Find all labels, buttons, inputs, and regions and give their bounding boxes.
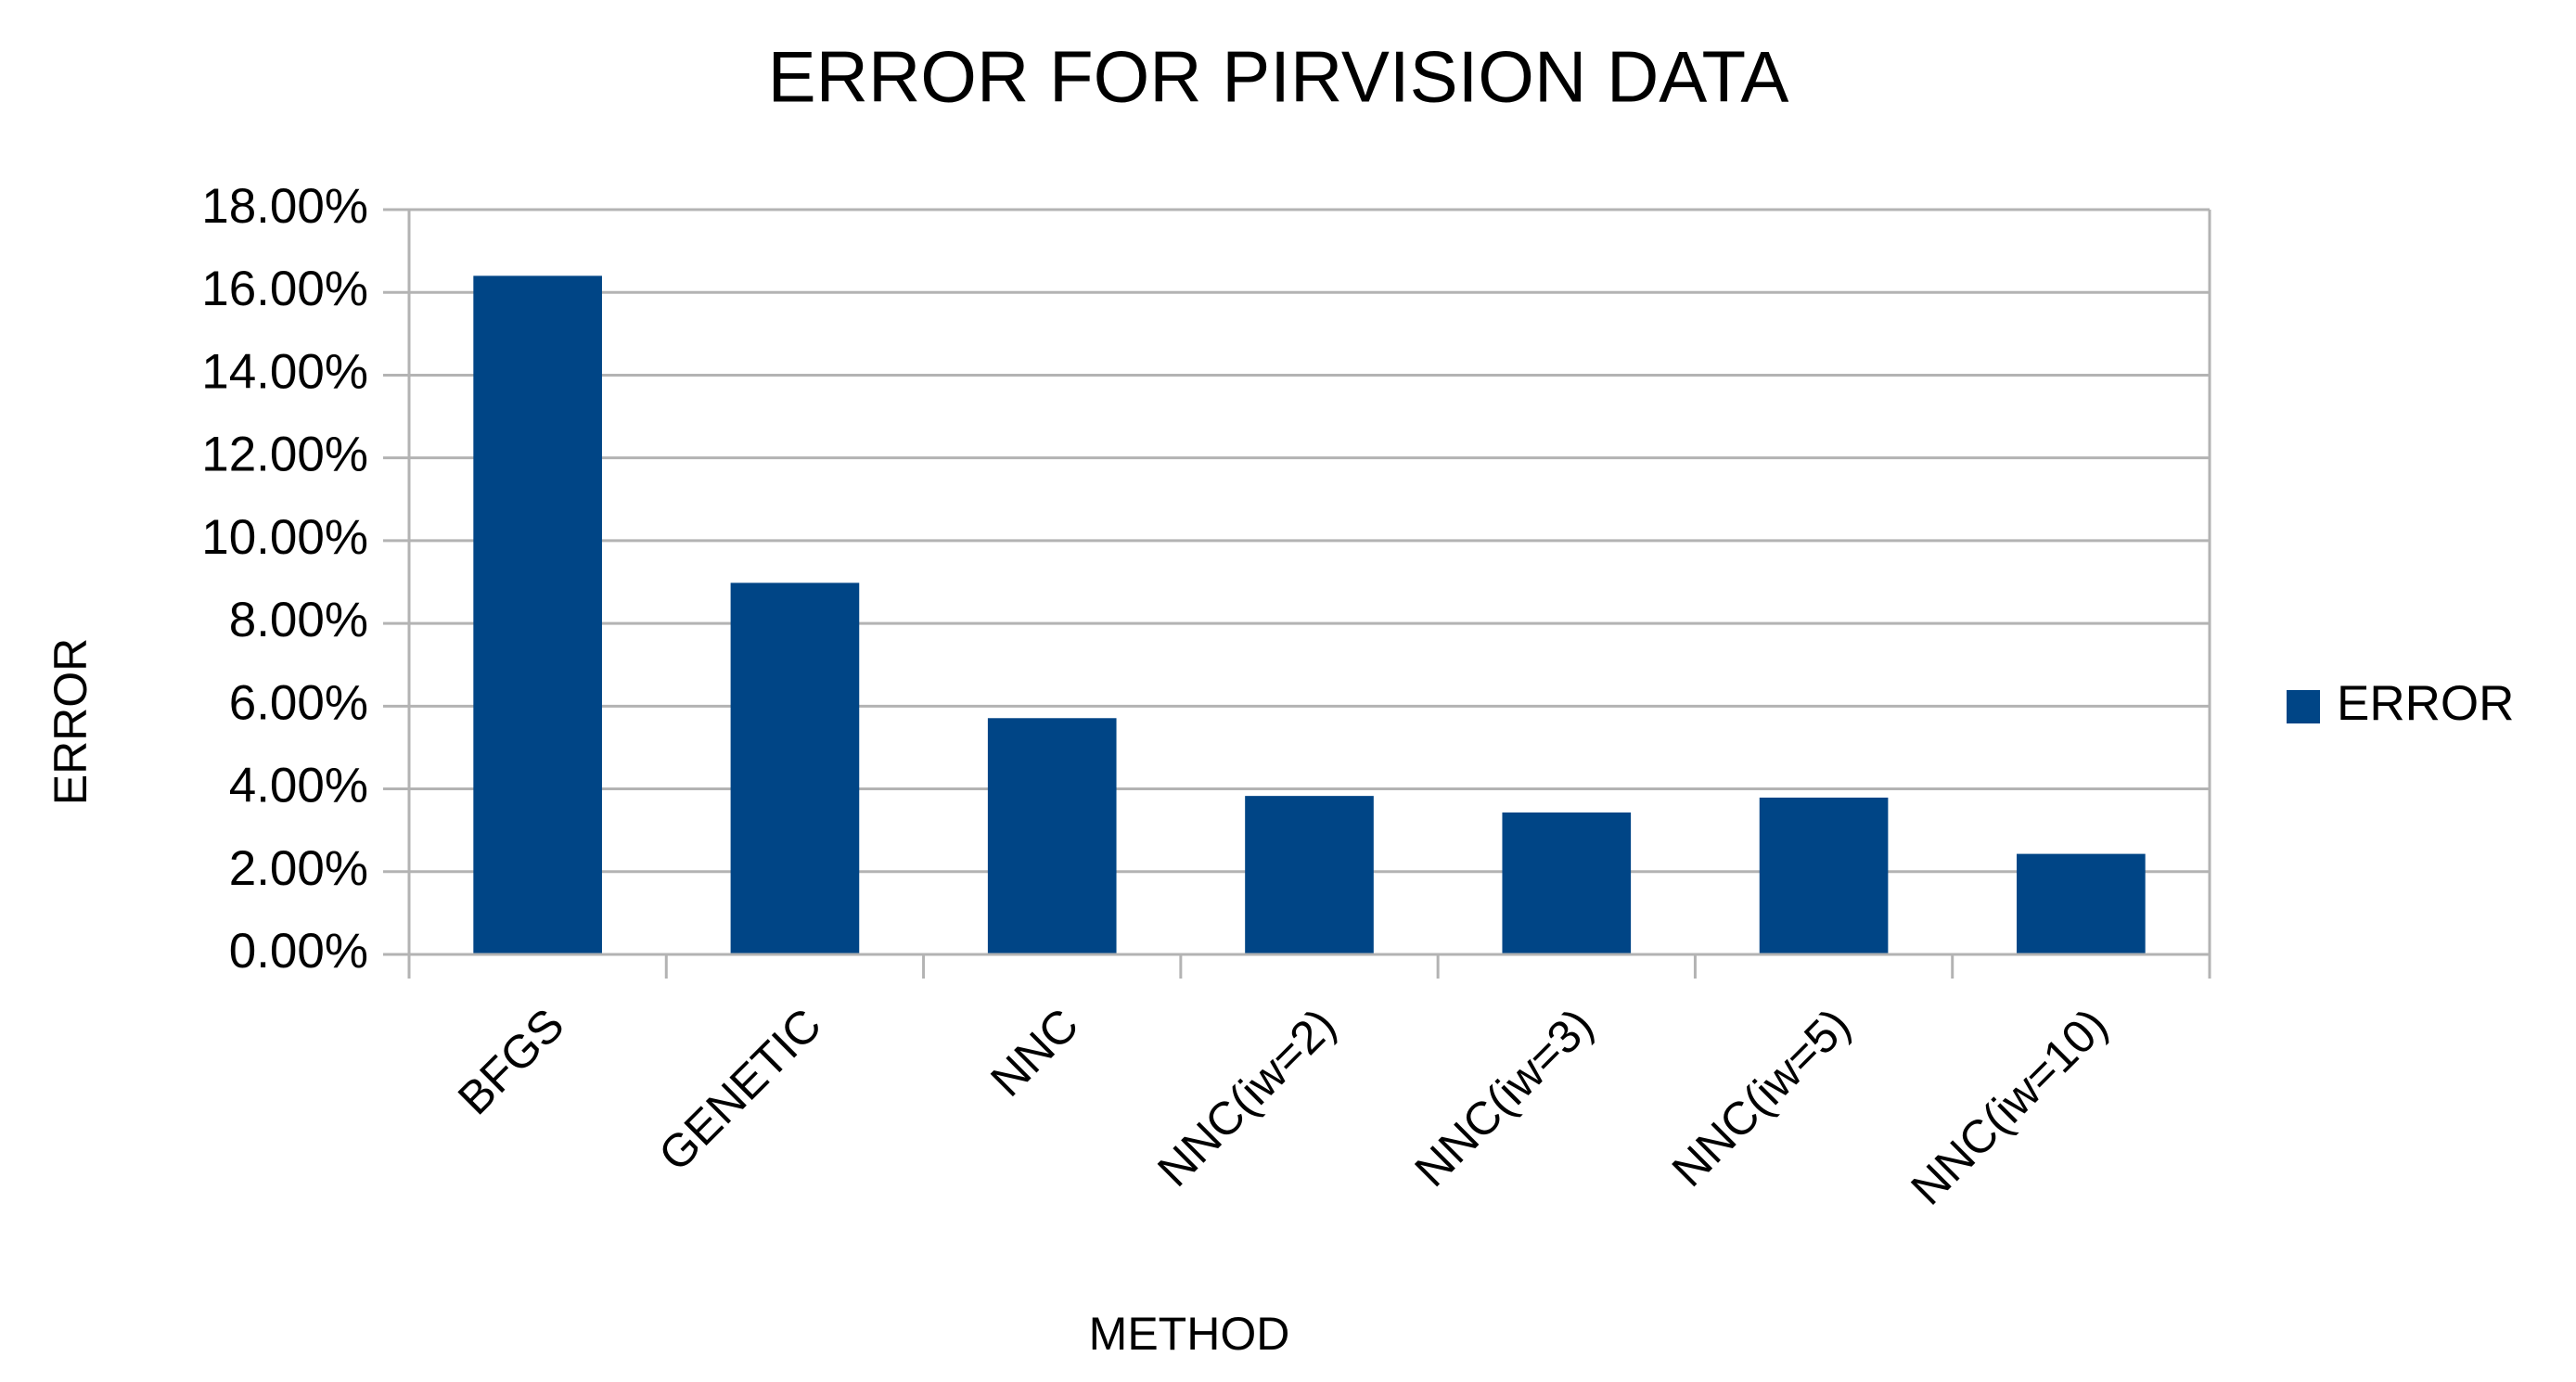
y-tick-label: 14.00% — [201, 344, 368, 399]
x-axis-title: METHOD — [1089, 1308, 1290, 1360]
bar — [1502, 812, 1632, 954]
x-tick-label: NNC(iw=3) — [1404, 999, 1602, 1196]
y-tick-label: 18.00% — [201, 179, 368, 234]
bar — [1245, 796, 1374, 954]
legend-swatch — [2287, 690, 2320, 723]
x-tick-label: NNC(iw=2) — [1147, 999, 1345, 1196]
x-tick-label: BFGS — [448, 999, 574, 1125]
bar — [2017, 853, 2146, 954]
x-tick-label: GENETIC — [648, 999, 831, 1182]
y-tick-label: 0.00% — [229, 924, 368, 979]
legend-label: ERROR — [2337, 676, 2514, 731]
y-axis-title: ERROR — [45, 638, 96, 806]
y-tick-label: 10.00% — [201, 510, 368, 565]
y-tick-label: 6.00% — [229, 675, 368, 730]
bar — [987, 718, 1117, 954]
y-tick-label: 4.00% — [229, 759, 368, 813]
y-tick-label: 2.00% — [229, 841, 368, 896]
x-tick-label: NNC(iw=5) — [1662, 999, 1860, 1196]
bar — [473, 275, 602, 954]
bar — [730, 582, 860, 954]
bar — [1759, 797, 1889, 954]
chart-title: ERROR FOR PIRVISION DATA — [768, 36, 1789, 118]
x-tick-label: NNC — [980, 999, 1088, 1107]
y-tick-label: 12.00% — [201, 428, 368, 482]
y-tick-label: 8.00% — [229, 593, 368, 647]
y-tick-label: 16.00% — [201, 262, 368, 316]
x-tick-label: NNC(iw=10) — [1901, 999, 2117, 1215]
